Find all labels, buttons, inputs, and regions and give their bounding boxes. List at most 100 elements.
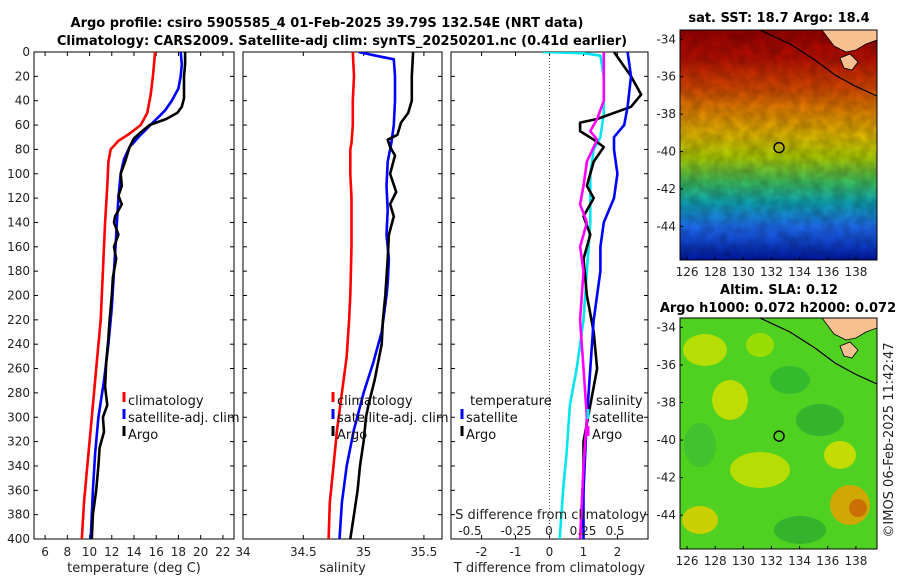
legend-label: climatology: [337, 394, 413, 409]
sst-map: sat. SST: 18.7 Argo: 18.4 126 128 130 132 13…: [656, 11, 878, 279]
secondary-x-axis-label: S difference from climatology: [455, 508, 647, 523]
sla-map-title: Altim. SLA: 0.12: [720, 283, 838, 298]
series-line-t-satellite: [542, 52, 606, 539]
x-tick-label: 35.5: [411, 545, 438, 559]
depth-tick-label: 100: [7, 167, 30, 181]
depth-tick-label: 260: [7, 362, 30, 376]
map-lat-label: -44: [656, 219, 676, 233]
x-tick-label: 14: [126, 545, 141, 559]
depth-tick-label: 380: [7, 508, 30, 522]
legend-label: Argo: [466, 428, 496, 443]
x-tick-label: 16: [149, 545, 164, 559]
x-tick-label: 8: [64, 545, 72, 559]
x-tick-label: -2: [476, 545, 488, 559]
series-line-climatology: [80, 52, 157, 539]
x-tick-label: 0: [546, 545, 554, 559]
map-lat-label: -42: [656, 471, 676, 485]
series-line-t-argo: [578, 52, 643, 539]
depth-tick-label: 80: [15, 142, 30, 156]
map-lat-label: -42: [656, 182, 676, 196]
secondary-x-tick-label: 0.25: [570, 524, 597, 538]
map-lat-label: -44: [656, 508, 676, 522]
x-tick-label: 1: [580, 545, 588, 559]
x-tick-label: 2: [614, 545, 622, 559]
map-lon-label: 126: [676, 265, 699, 279]
map-lon-label: 138: [844, 554, 867, 568]
plot-area: [242, 51, 443, 540]
x-tick-label: 10: [82, 545, 97, 559]
map-lon-label: 136: [816, 554, 839, 568]
secondary-x-tick-label: 0.5: [605, 524, 624, 538]
series-line-satellite-adj-clim: [338, 52, 397, 539]
map-lon-label: 130: [732, 265, 755, 279]
map-lon-label: 134: [788, 265, 811, 279]
depth-tick-label: 340: [7, 459, 30, 473]
map-lat-label: -40: [656, 145, 676, 159]
x-axis-label: temperature (deg C): [67, 561, 201, 576]
sla-map: Altim. SLA: 0.12 Argo h1000: 0.072 h2000…: [656, 283, 896, 568]
float-location-marker: [773, 430, 785, 442]
map-lon-label: 132: [760, 554, 783, 568]
depth-tick-label: 360: [7, 483, 30, 497]
depth-tick-label: 400: [7, 532, 30, 546]
depth-tick-label: 40: [15, 94, 30, 108]
map-lat-label: -34: [656, 32, 676, 46]
temperature-panel: 0 20 40 60 80 100 120 140 160 180 200 220 240 260 280 3…: [7, 45, 240, 576]
legend-label: Argo: [592, 428, 622, 443]
land-shape: [821, 318, 877, 341]
secondary-x-tick-label: -0.25: [500, 524, 531, 538]
float-location-marker: [773, 141, 785, 154]
depth-tick-label: 0: [22, 45, 30, 59]
series-line-climatology: [327, 52, 356, 539]
eez-boundary: [759, 30, 877, 97]
series-line-argo: [90, 52, 187, 539]
x-axis-label: salinity: [319, 561, 366, 576]
x-tick-label: 18: [171, 545, 186, 559]
plot-area: [33, 51, 235, 540]
depth-tick-label: 180: [7, 264, 30, 278]
depth-tick-label: 200: [7, 289, 30, 303]
salinity-panel: 34 34.5 35 35.5 salinity climatology satellite…: [235, 51, 449, 576]
map-lat-label: -38: [656, 107, 676, 121]
depth-tick-label: 220: [7, 313, 30, 327]
map-lon-label: 136: [816, 265, 839, 279]
legend-label: satellite: [592, 411, 644, 426]
island-shape: [839, 53, 859, 71]
x-axis-label: T difference from climatology: [453, 561, 646, 576]
map-lon-label: 134: [788, 554, 811, 568]
legend-label: temperature: [470, 394, 552, 409]
x-tick-label: -1: [510, 545, 522, 559]
depth-tick-label: 280: [7, 386, 30, 400]
map-lon-label: 132: [760, 265, 783, 279]
legend-label: salinity: [596, 394, 643, 409]
series-group: [327, 52, 415, 539]
legend-label: climatology: [128, 394, 204, 409]
map-lat-label: -40: [656, 433, 676, 447]
map-lat-label: -36: [656, 70, 676, 84]
depth-tick-label: 140: [7, 215, 30, 229]
sla-anomalies: [682, 333, 870, 544]
eez-boundary: [759, 318, 877, 385]
difference-panel: -2 -1 0 1 2 T difference from climatology temp…: [450, 51, 649, 576]
map-lon-label: 130: [732, 554, 755, 568]
series-group: [80, 52, 187, 539]
map-lon-label: 126: [676, 554, 699, 568]
legend-label: Argo: [337, 428, 367, 443]
x-tick-label: 35: [356, 545, 371, 559]
legend-label: satellite-adj. clim: [128, 411, 240, 426]
map-lon-label: 128: [704, 265, 727, 279]
x-tick-label: 22: [215, 545, 230, 559]
series-line-s-satellite: [582, 52, 633, 539]
legend-label: satellite-adj. clim: [337, 411, 449, 426]
island-shape: [839, 341, 859, 359]
x-tick-label: 20: [193, 545, 208, 559]
sla-map-subtitle: Argo h1000: 0.072 h2000: 0.072: [660, 301, 896, 316]
figure-subtitle: Climatology: CARS2009. Satellite-adj cli…: [57, 34, 627, 49]
sst-map-title: sat. SST: 18.7 Argo: 18.4: [688, 11, 869, 26]
depth-tick-label: 120: [7, 191, 30, 205]
depth-tick-label: 160: [7, 240, 30, 254]
land-shape: [821, 30, 877, 53]
series-line-s-argo: [578, 52, 606, 539]
map-lat-label: -38: [656, 396, 676, 410]
